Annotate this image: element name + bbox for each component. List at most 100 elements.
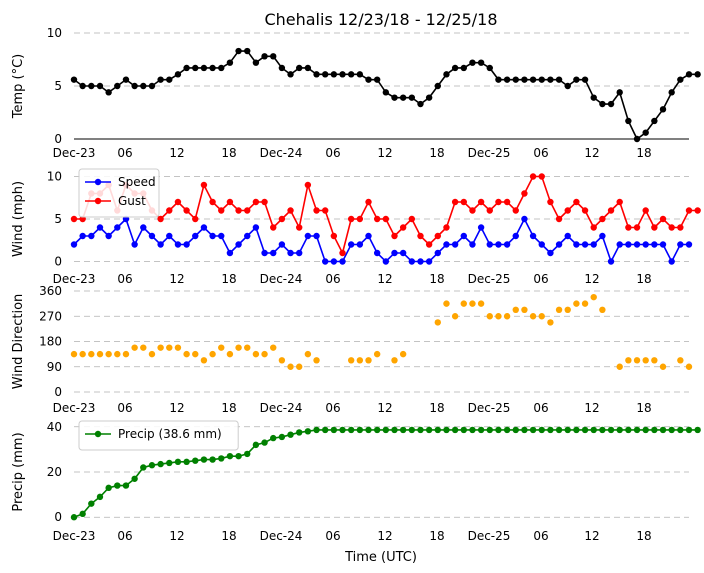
data-point [339,249,346,257]
data-point [434,82,441,90]
x-tick-label: 06 [325,529,340,543]
data-point [668,89,675,96]
data-point [96,350,104,358]
data-point [183,458,190,466]
data-point [564,306,571,313]
data-point [521,76,528,83]
data-point [209,64,216,72]
data-point [287,71,294,78]
data-point [529,76,537,83]
data-point [322,207,329,214]
data-point [451,241,459,248]
data-point [287,363,294,370]
data-point [122,482,130,489]
data-point [261,439,268,446]
legend-label: Gust [118,194,146,208]
data-point [495,426,502,434]
data-point [356,241,364,248]
x-tick-label: Dec-24 [260,146,303,160]
data-point [157,344,164,351]
data-point [581,426,589,434]
data-point [512,207,519,214]
data-point [633,224,641,231]
data-point [685,71,693,78]
data-point [391,357,398,364]
data-point [625,117,632,125]
data-point [503,198,511,206]
data-point [434,249,441,257]
data-point [607,207,615,214]
data-point [70,241,78,248]
data-point [148,462,156,469]
data-point [287,207,294,214]
y-tick-label: 5 [54,79,62,93]
data-point [555,76,563,83]
data-point [382,426,390,434]
data-point [659,106,667,113]
data-point [616,426,623,434]
data-point [235,207,242,214]
data-point [677,357,684,364]
panel-wind: 0 5 10 Wind (mph) Dec-23 06 12 18 Dec-24 06 12 18 De… [11,168,701,286]
data-point [278,357,286,364]
y-tick-label: 5 [54,212,62,226]
legend-label: Speed [118,175,156,189]
y-tick-label: 180 [39,335,62,349]
y-tick-label: 10 [47,26,62,40]
data-point [642,207,649,214]
data-point [503,313,511,320]
data-point [235,47,242,55]
data-point [79,510,86,518]
data-point [443,241,450,248]
data-point [417,100,424,108]
data-point [477,300,485,307]
y-tick-label: 0 [54,132,62,146]
x-tick-label: 06 [117,401,132,415]
data-point [642,129,649,136]
data-point [105,350,112,358]
data-point [685,426,693,434]
data-point [521,306,528,313]
x-tick-label: 06 [533,401,548,415]
y-tick-label: 0 [54,385,62,399]
data-point [642,426,649,434]
data-point [322,71,329,78]
y-tick-label: 0 [54,255,62,269]
data-point [685,207,693,214]
data-point [105,232,112,240]
data-point [651,426,658,434]
data-point [270,344,277,351]
data-point [313,357,320,364]
data-point [486,313,493,320]
data-point [443,224,450,231]
x-tick-label: Dec-25 [468,272,511,286]
data-point [685,363,693,370]
data-point [244,344,251,351]
data-point [244,47,251,55]
data-point [296,64,303,72]
data-point [356,215,364,223]
data-point [244,207,251,214]
data-point [166,459,173,467]
data-point [668,258,675,265]
x-tick-label: 12 [584,272,599,286]
data-point [209,456,216,463]
data-point [252,441,260,449]
data-point [347,241,355,248]
chart-panels: 0 5 10 Temp (°C) Dec-23 06 12 18 Dec-24 06 12 18 Dec… [11,26,701,543]
panel-precip: 0 20 40 Precip (mm) Dec-23 06 12 18 Dec-24 06 12 18… [11,420,701,543]
data-point [287,431,294,438]
data-point [88,82,95,90]
data-point [469,426,476,434]
data-point [79,232,86,240]
x-tick-label: 18 [429,146,444,160]
x-tick-label: 06 [117,529,132,543]
data-point [330,232,338,240]
data-point [330,71,338,78]
x-tick-label: 06 [325,401,340,415]
data-point [495,198,502,206]
data-point [157,241,164,248]
data-point [96,82,104,90]
data-point [339,258,346,265]
